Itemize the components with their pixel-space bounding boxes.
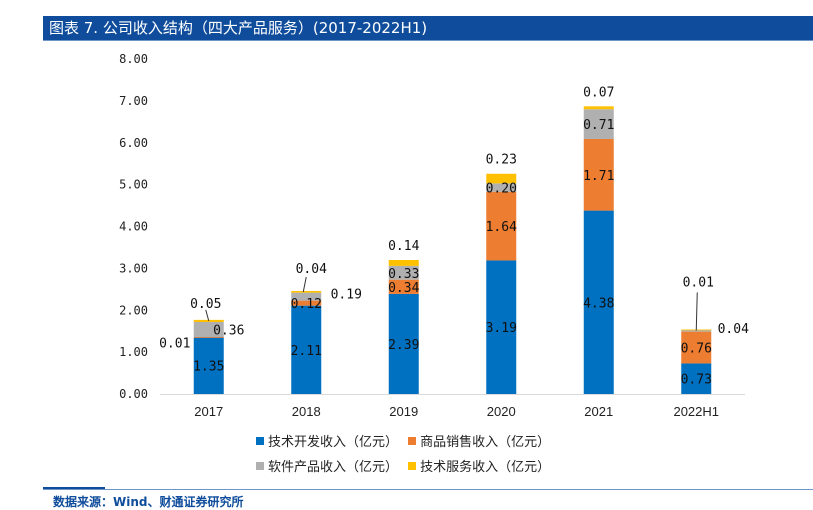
data-label: 0.14 (388, 239, 419, 254)
y-tick-label: 3.00 (119, 261, 148, 275)
data-label: 2.39 (388, 338, 419, 353)
x-tick-label: 2017 (194, 404, 223, 419)
legend-row: 技术开发收入（亿元） 商品销售收入（亿元） (256, 430, 636, 455)
data-label: 1.64 (486, 220, 517, 235)
y-tick-label: 1.00 (119, 345, 148, 359)
y-tick-label: 2.00 (119, 303, 148, 317)
data-label: 3.19 (486, 321, 517, 336)
data-label: 0.05 (190, 297, 221, 312)
bar-segment-goods-sales (583, 138, 614, 211)
legend-label: 技术开发收入（亿元） (268, 435, 399, 450)
data-label: 2.11 (291, 344, 322, 359)
y-axis: 0.00 1.00 2.00 3.00 4.00 5.00 6.00 7.00 8.00 (119, 52, 148, 401)
bar-segment-tech-dev (681, 363, 712, 394)
data-label: 1.35 (193, 360, 224, 375)
bars (193, 106, 712, 394)
bar-segment-tech-service (583, 106, 614, 110)
label-leader-line (302, 276, 307, 293)
bar-segment-tech-service (291, 290, 322, 293)
y-tick-label: 4.00 (119, 220, 148, 234)
data-label: 0.12 (291, 297, 322, 312)
label-leader-line (695, 292, 698, 331)
label-leader-line (205, 309, 210, 322)
legend: 技术开发收入（亿元） 商品销售收入（亿元） 软件产品收入（亿元） 技术服务收入（… (256, 430, 636, 480)
data-label: 0.01 (159, 336, 190, 351)
bar-segment-software (193, 321, 224, 338)
y-tick-label: 7.00 (119, 94, 148, 108)
bar-segment-tech-dev (193, 337, 224, 394)
data-label: 0.34 (388, 281, 419, 296)
data-label: 0.73 (681, 373, 712, 388)
data-label: 0.19 (331, 288, 362, 303)
y-tick-label: 0.00 (119, 387, 148, 401)
data-label: 0.76 (681, 342, 712, 357)
legend-item-goods-sales: 商品销售收入（亿元） (408, 430, 550, 455)
x-tick-label: 2020 (487, 404, 516, 419)
data-label: 1.71 (583, 169, 614, 184)
data-labels: 1.350.010.360.052.110.120.190.042.390.34… (159, 85, 749, 387)
data-label: 0.71 (583, 118, 614, 133)
bar-segment-tech-dev (388, 293, 419, 394)
legend-swatch-icon (408, 462, 417, 470)
x-axis: 2017 2018 2019 2020 2021 2022H1 (194, 404, 719, 419)
bar-segment-goods-sales (681, 331, 712, 364)
legend-item-tech-service: 技术服务收入（亿元） (408, 455, 550, 480)
chart-title: 图表 7. 公司收入结构（四大产品服务）(2017-2022H1) (49, 19, 428, 37)
data-label: 4.38 (583, 296, 614, 311)
bar-segment-software (486, 183, 517, 192)
legend-swatch-icon (256, 437, 264, 445)
bar-segment-software (291, 292, 322, 301)
data-label: 0.01 (683, 276, 714, 291)
bar-segment-tech-service (193, 319, 224, 322)
bar-segment-software (388, 265, 419, 280)
legend-label: 技术服务收入（亿元） (420, 460, 551, 475)
y-tick-label: 6.00 (119, 136, 148, 150)
data-label: 0.07 (583, 85, 614, 100)
bar-segment-goods-sales (291, 300, 322, 306)
bar-segment-tech-service (486, 173, 517, 184)
stacked-bar-chart: 0.00 1.00 2.00 3.00 4.00 5.00 6.00 7.00 8.00 201… (119, 52, 749, 419)
data-label: 0.04 (718, 322, 749, 337)
legend-label: 软件产品收入（亿元） (268, 460, 399, 475)
y-tick-label: 5.00 (119, 178, 148, 192)
bar-segment-tech-dev (583, 210, 614, 394)
chart-title-bar: 图表 7. 公司收入结构（四大产品服务）(2017-2022H1) (43, 16, 813, 40)
data-label: 0.36 (213, 324, 244, 339)
legend-row: 软件产品收入（亿元） 技术服务收入（亿元） (256, 455, 636, 480)
data-label: 0.33 (388, 267, 419, 282)
footer-divider (43, 489, 813, 490)
x-tick-label: 2022H1 (673, 404, 719, 419)
title-divider (43, 40, 813, 41)
legend-label: 商品销售收入（亿元） (420, 435, 551, 450)
legend-swatch-icon (256, 462, 264, 470)
bar-segment-tech-service (388, 260, 419, 266)
bar-segment-tech-dev (486, 260, 517, 394)
bar-segment-tech-dev (291, 305, 322, 394)
bar-segment-software (583, 109, 614, 139)
data-source: 数据来源：Wind、财通证券研究所 (53, 495, 244, 509)
x-tick-label: 2019 (389, 404, 418, 419)
data-label: 0.20 (486, 182, 517, 197)
footer-accent (43, 487, 105, 489)
bar-segment-goods-sales (388, 279, 419, 294)
legend-item-tech-dev: 技术开发收入（亿元） (256, 430, 398, 455)
x-tick-label: 2021 (584, 404, 613, 419)
x-tick-label: 2018 (292, 404, 321, 419)
bar-segment-software (681, 329, 712, 332)
legend-swatch-icon (408, 437, 417, 445)
y-tick-label: 8.00 (119, 52, 148, 66)
legend-item-software: 软件产品收入（亿元） (256, 455, 398, 480)
bar-segment-goods-sales (193, 337, 224, 338)
data-label: 0.04 (296, 262, 327, 277)
bar-segment-goods-sales (486, 191, 517, 261)
data-label: 0.23 (486, 153, 517, 168)
